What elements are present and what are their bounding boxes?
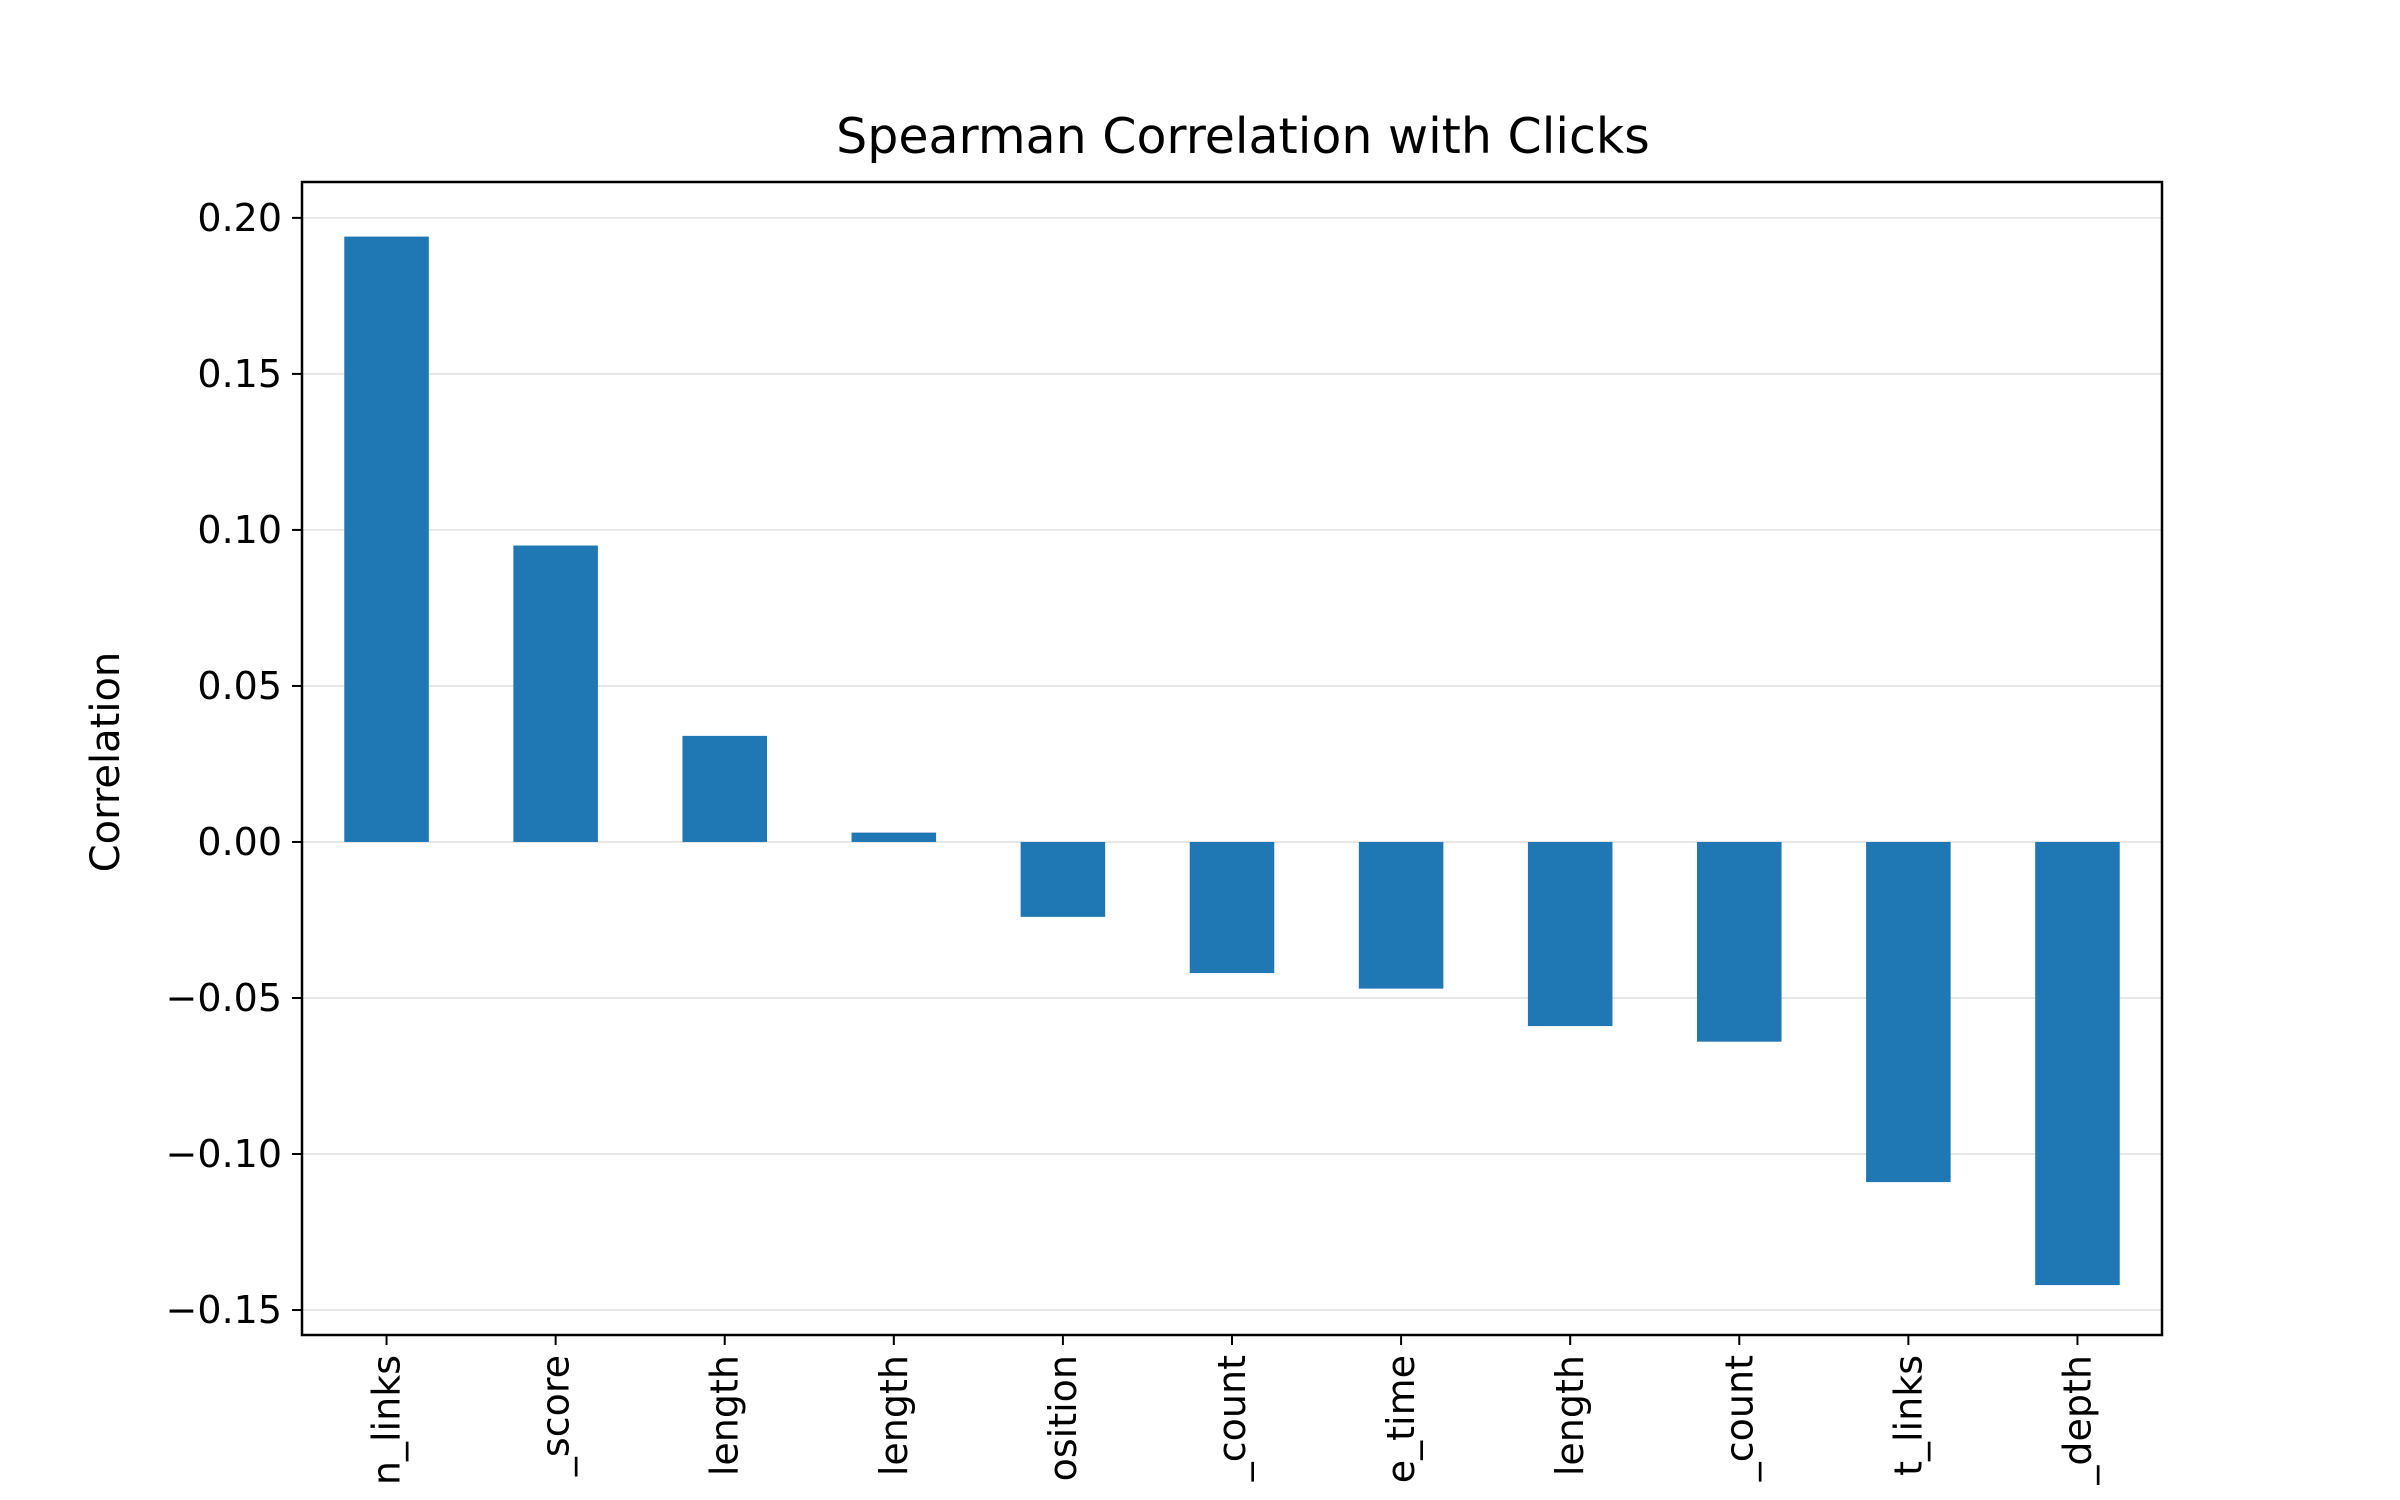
y-tick-label: −0.05 (166, 976, 282, 1020)
y-axis: 0.20 0.15 0.10 0.05 0.00 −0.05 −0.10 −0.15 (166, 196, 302, 1332)
y-tick-label: 0.05 (197, 664, 282, 708)
bar-5 (1189, 841, 1275, 974)
bar-6 (1358, 841, 1444, 989)
x-tick-label: _score (534, 1355, 578, 1477)
bar-7 (1527, 841, 1613, 1027)
x-tick-label: t_links (1886, 1355, 1930, 1476)
y-tick-label: 0.20 (197, 196, 282, 240)
x-tick-label: _count (1717, 1355, 1761, 1482)
x-tick-label: _count (1210, 1355, 1254, 1482)
y-tick-label: −0.15 (166, 1288, 282, 1332)
x-tick-label: length (703, 1355, 747, 1476)
y-axis-label: Correlation (83, 652, 129, 873)
x-tick-label: length (872, 1355, 916, 1476)
y-tick-label: −0.10 (166, 1132, 282, 1176)
x-tick-label: _depth (2055, 1355, 2099, 1486)
plot-frame (300, 180, 2164, 1337)
bar-0 (344, 236, 429, 842)
x-tick-label: e_time (1379, 1355, 1423, 1483)
y-tick-label: 0.15 (197, 352, 282, 396)
y-tick-label: 0.00 (197, 820, 282, 864)
y-tick-label: 0.10 (197, 508, 282, 552)
x-tick-label: osition (1041, 1355, 1085, 1481)
bar-3 (851, 832, 937, 842)
x-tick-label: length (1548, 1355, 1592, 1476)
bar-9 (1866, 841, 1951, 1183)
bars (344, 236, 2120, 1286)
chart-title: Spearman Correlation with Clicks (836, 108, 1650, 165)
x-axis: n_links _score length length osition _count e_… (365, 1335, 2099, 1486)
bar-2 (682, 735, 767, 842)
bar-8 (1697, 841, 1782, 1042)
x-tick-label: n_links (365, 1355, 409, 1485)
bar-4 (1020, 841, 1106, 917)
bar-1 (513, 545, 598, 842)
bar-10 (2035, 841, 2120, 1286)
